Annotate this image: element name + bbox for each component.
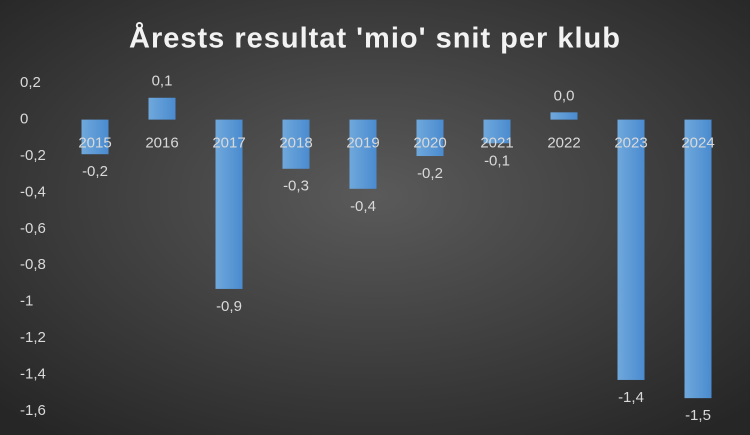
y-tick-label: -0,2 — [20, 147, 46, 164]
y-tick-label: -0,4 — [20, 183, 46, 200]
value-label: -0,1 — [484, 152, 510, 169]
y-tick-label: -1,2 — [20, 329, 46, 346]
bar — [215, 119, 243, 289]
x-tick-label: 2016 — [145, 135, 178, 152]
x-tick-label: 2017 — [212, 135, 245, 152]
value-label: -0,3 — [283, 178, 309, 195]
bar — [684, 119, 712, 399]
y-tick-label: 0 — [20, 111, 28, 128]
value-label: 0,1 — [152, 73, 173, 90]
value-label: -0,2 — [82, 163, 108, 180]
x-tick-label: 2020 — [413, 135, 446, 152]
bar — [81, 119, 109, 155]
value-label: -0,9 — [216, 298, 242, 315]
y-tick-label: -1,6 — [20, 402, 46, 419]
value-label: 0,0 — [554, 87, 575, 104]
x-tick-label: 2022 — [547, 135, 580, 152]
y-tick-label: -0,6 — [20, 220, 46, 237]
bar — [416, 119, 444, 157]
x-tick-label: 2015 — [78, 135, 111, 152]
y-tick-label: -1 — [20, 293, 33, 310]
bar — [483, 119, 511, 144]
bar — [349, 119, 377, 189]
y-tick-label: -0,8 — [20, 256, 46, 273]
chart-title: Årests resultat 'mio' snit per klub — [129, 22, 621, 55]
value-label: -0,4 — [350, 198, 376, 215]
value-label: -0,2 — [417, 165, 443, 182]
y-tick-label: -1,4 — [20, 365, 46, 382]
bar — [550, 112, 578, 120]
x-tick-label: 2018 — [279, 135, 312, 152]
y-tick-label: 0,2 — [20, 74, 41, 91]
x-tick-label: 2019 — [346, 135, 379, 152]
bar — [617, 119, 645, 380]
bar — [148, 97, 176, 120]
value-label: -1,5 — [685, 407, 711, 424]
bar — [282, 119, 310, 169]
x-tick-label: 2021 — [480, 135, 513, 152]
x-tick-label: 2023 — [614, 135, 647, 152]
value-label: -1,4 — [618, 389, 644, 406]
x-tick-label: 2024 — [681, 135, 714, 152]
